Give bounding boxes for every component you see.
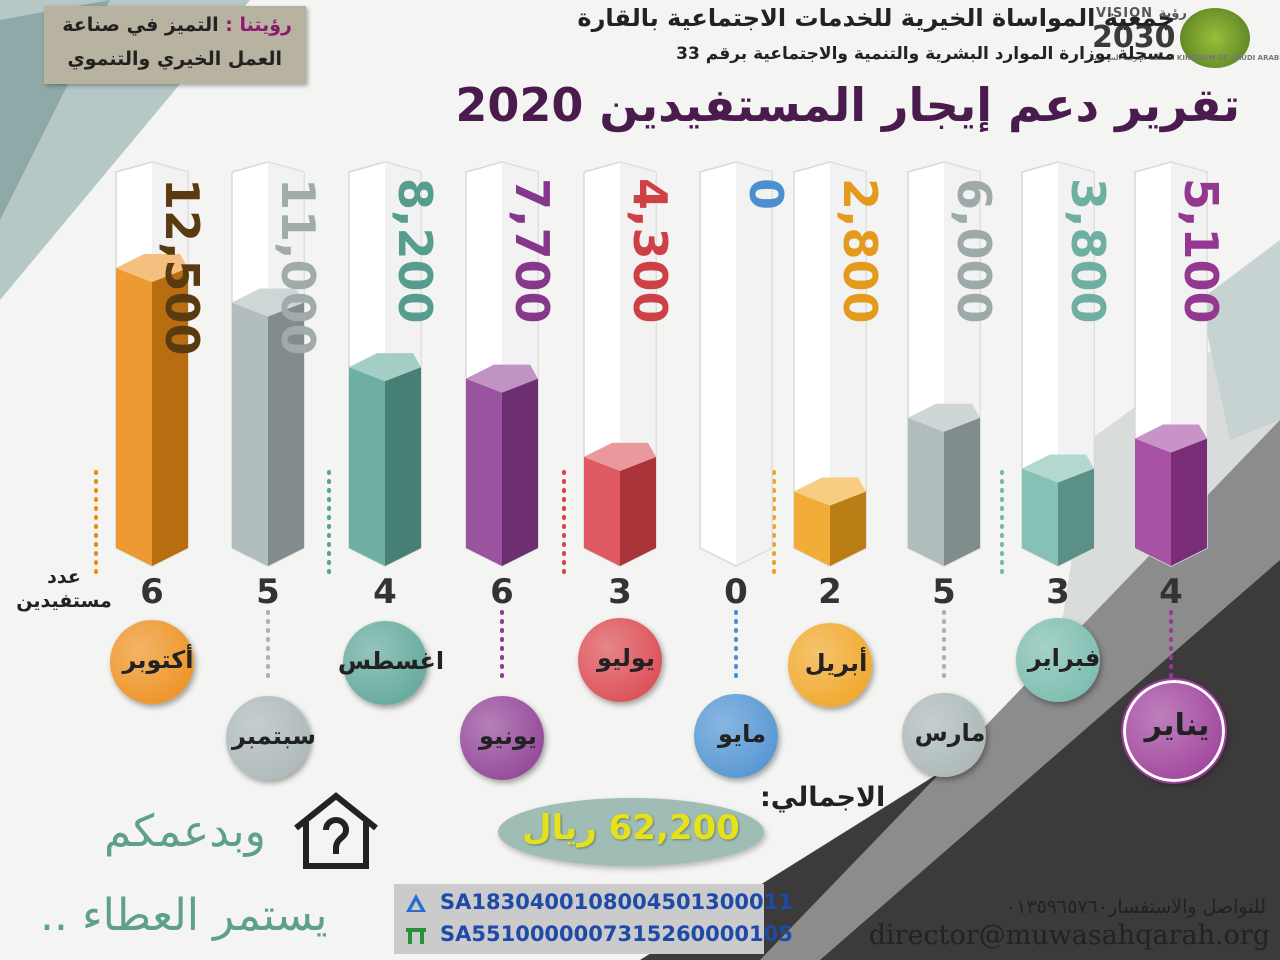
- iban-1: SA1830400108004501300011: [440, 890, 793, 914]
- month-label-6: يونيو: [479, 722, 537, 750]
- value-label-6: 7,700: [505, 178, 559, 324]
- bar-right-1: [1058, 468, 1094, 566]
- bar-right-9: [152, 268, 188, 566]
- month-circle-0: [1121, 678, 1227, 784]
- vision-2030-subtitle: المملكة العربية السعودية KINGDOM OF SAUD…: [1090, 54, 1280, 62]
- bar-left-9: [116, 268, 152, 566]
- vision-label: رؤيتنا :: [225, 14, 292, 36]
- org-registration: مسجلة بوزارة الموارد البشرية والتنمية وا…: [676, 44, 1175, 64]
- bar-top-2: [908, 403, 980, 432]
- month-circle-2: [902, 693, 986, 777]
- beneficiaries-count-label: عدد مستفيدين: [16, 566, 112, 612]
- bar-right-8: [268, 302, 304, 566]
- month-circle-6: [460, 696, 544, 780]
- beneficiaries-count-7: 4: [373, 572, 397, 612]
- bar-left-0: [1135, 438, 1171, 566]
- total-value: 62,200 ريال: [522, 808, 740, 848]
- bar-left-2: [908, 417, 944, 566]
- month-label-0: يناير: [1144, 708, 1210, 743]
- beneficiaries-count-8: 5: [256, 572, 280, 612]
- slogan-line1: وبدعمكم: [104, 806, 266, 857]
- month-circle-9: [110, 620, 194, 704]
- bar-right-3: [830, 491, 866, 566]
- value-label-0: 5,100: [1174, 178, 1228, 324]
- total-ellipse: [498, 798, 764, 866]
- month-label-1: فبراير: [1027, 644, 1101, 672]
- vision-box: رؤيتنا : التميز في صناعة العمل الخيري وا…: [44, 6, 306, 84]
- beneficiaries-count-5: 3: [608, 572, 632, 612]
- org-name: جمعية المواساة الخيرية للخدمات الاجتماعي…: [577, 4, 1175, 32]
- month-circle-8: [226, 696, 310, 780]
- value-label-1: 3,800: [1061, 178, 1115, 324]
- value-label-2: 6,000: [947, 178, 1001, 324]
- bar-left-6: [466, 378, 502, 566]
- vision-2030-logo: VISION رؤية 2030 المملكة العربية السعودي…: [1090, 4, 1280, 66]
- bar-top-6: [466, 364, 538, 393]
- value-label-3: 2,800: [833, 178, 887, 324]
- bar-right-6: [502, 378, 538, 566]
- beneficiaries-count-1: 3: [1046, 572, 1070, 612]
- bar-top-5: [584, 442, 656, 471]
- bg-shape-teal-right: [1200, 240, 1280, 440]
- beneficiaries-count-2: 5: [932, 572, 956, 612]
- vision-line1-text: التميز في صناعة: [62, 14, 226, 36]
- bar-top-7: [349, 353, 421, 382]
- month-circle-7: [343, 621, 427, 705]
- month-label-7: اغسطس: [337, 647, 445, 675]
- iban-2: SA5510000007315260000105: [440, 922, 793, 946]
- month-label-5: يوليو: [597, 644, 655, 672]
- report-title: تقرير دعم إيجار المستفيدين 2020: [455, 78, 1240, 132]
- bar-left-1: [1022, 468, 1058, 566]
- contact-email[interactable]: director@muwasahqarah.org: [868, 920, 1270, 951]
- house-icon: [294, 792, 378, 869]
- month-circle-3: [788, 623, 872, 707]
- tube-shade-3: [830, 162, 866, 566]
- beneficiaries-count-9: 6: [140, 572, 164, 612]
- bank-accounts-box: SA1830400108004501300011 SA5510000007315…: [394, 884, 793, 954]
- vision-line1: رؤيتنا : التميز في صناعة: [62, 14, 292, 36]
- month-circle-4: [694, 694, 778, 778]
- total-label: الاجمالي:: [760, 782, 886, 813]
- beneficiaries-count-0: 4: [1159, 572, 1183, 612]
- vision-2030-number: 2030: [1092, 20, 1176, 55]
- contact-label: للتواصل والاستفسار٠١٣٥٩٦٥٧٦٠: [1006, 896, 1266, 918]
- bar-right-2: [944, 417, 980, 566]
- vision-line2: العمل الخيري والتنموي: [67, 48, 282, 70]
- slogan-line2: يستمر العطاء ..: [40, 890, 328, 941]
- beneficiaries-count-6: 6: [490, 572, 514, 612]
- vision-2030-word: VISION رؤية: [1096, 6, 1187, 21]
- beneficiaries-count-4: 0: [724, 572, 748, 612]
- month-label-9: أكتوبر: [122, 646, 194, 674]
- value-label-9: 12,500: [155, 178, 209, 356]
- bar-top-3: [794, 477, 866, 506]
- bar-top-9: [116, 254, 188, 282]
- bar-right-0: [1171, 438, 1207, 566]
- bar-left-3: [794, 491, 830, 566]
- value-label-5: 4,300: [623, 178, 677, 324]
- month-circle-1: [1016, 618, 1100, 702]
- bar-left-5: [584, 456, 620, 566]
- bank-ncb-icon: [406, 928, 426, 944]
- month-label-3: أبريل: [804, 649, 868, 677]
- month-circle-5: [578, 618, 662, 702]
- beneficiaries-count-3: 2: [818, 572, 842, 612]
- bar-right-7: [385, 367, 421, 566]
- bar-top-1: [1022, 454, 1094, 483]
- bar-top-8: [232, 288, 304, 317]
- month-label-4: مايو: [718, 720, 766, 748]
- month-label-2: مارس: [914, 719, 986, 747]
- tube-shade-4: [736, 162, 772, 566]
- org-logo: [1180, 8, 1250, 68]
- bar-left-7: [349, 367, 385, 566]
- bar-top-0: [1135, 424, 1207, 453]
- bank-alrajhi-icon: [406, 894, 426, 912]
- bar-left-8: [232, 302, 268, 566]
- value-label-4: 0: [739, 178, 793, 210]
- value-label-7: 8,200: [388, 178, 442, 324]
- value-label-8: 11,000: [271, 178, 325, 356]
- bar-right-5: [620, 456, 656, 566]
- month-label-8: سبتمبر: [231, 722, 316, 750]
